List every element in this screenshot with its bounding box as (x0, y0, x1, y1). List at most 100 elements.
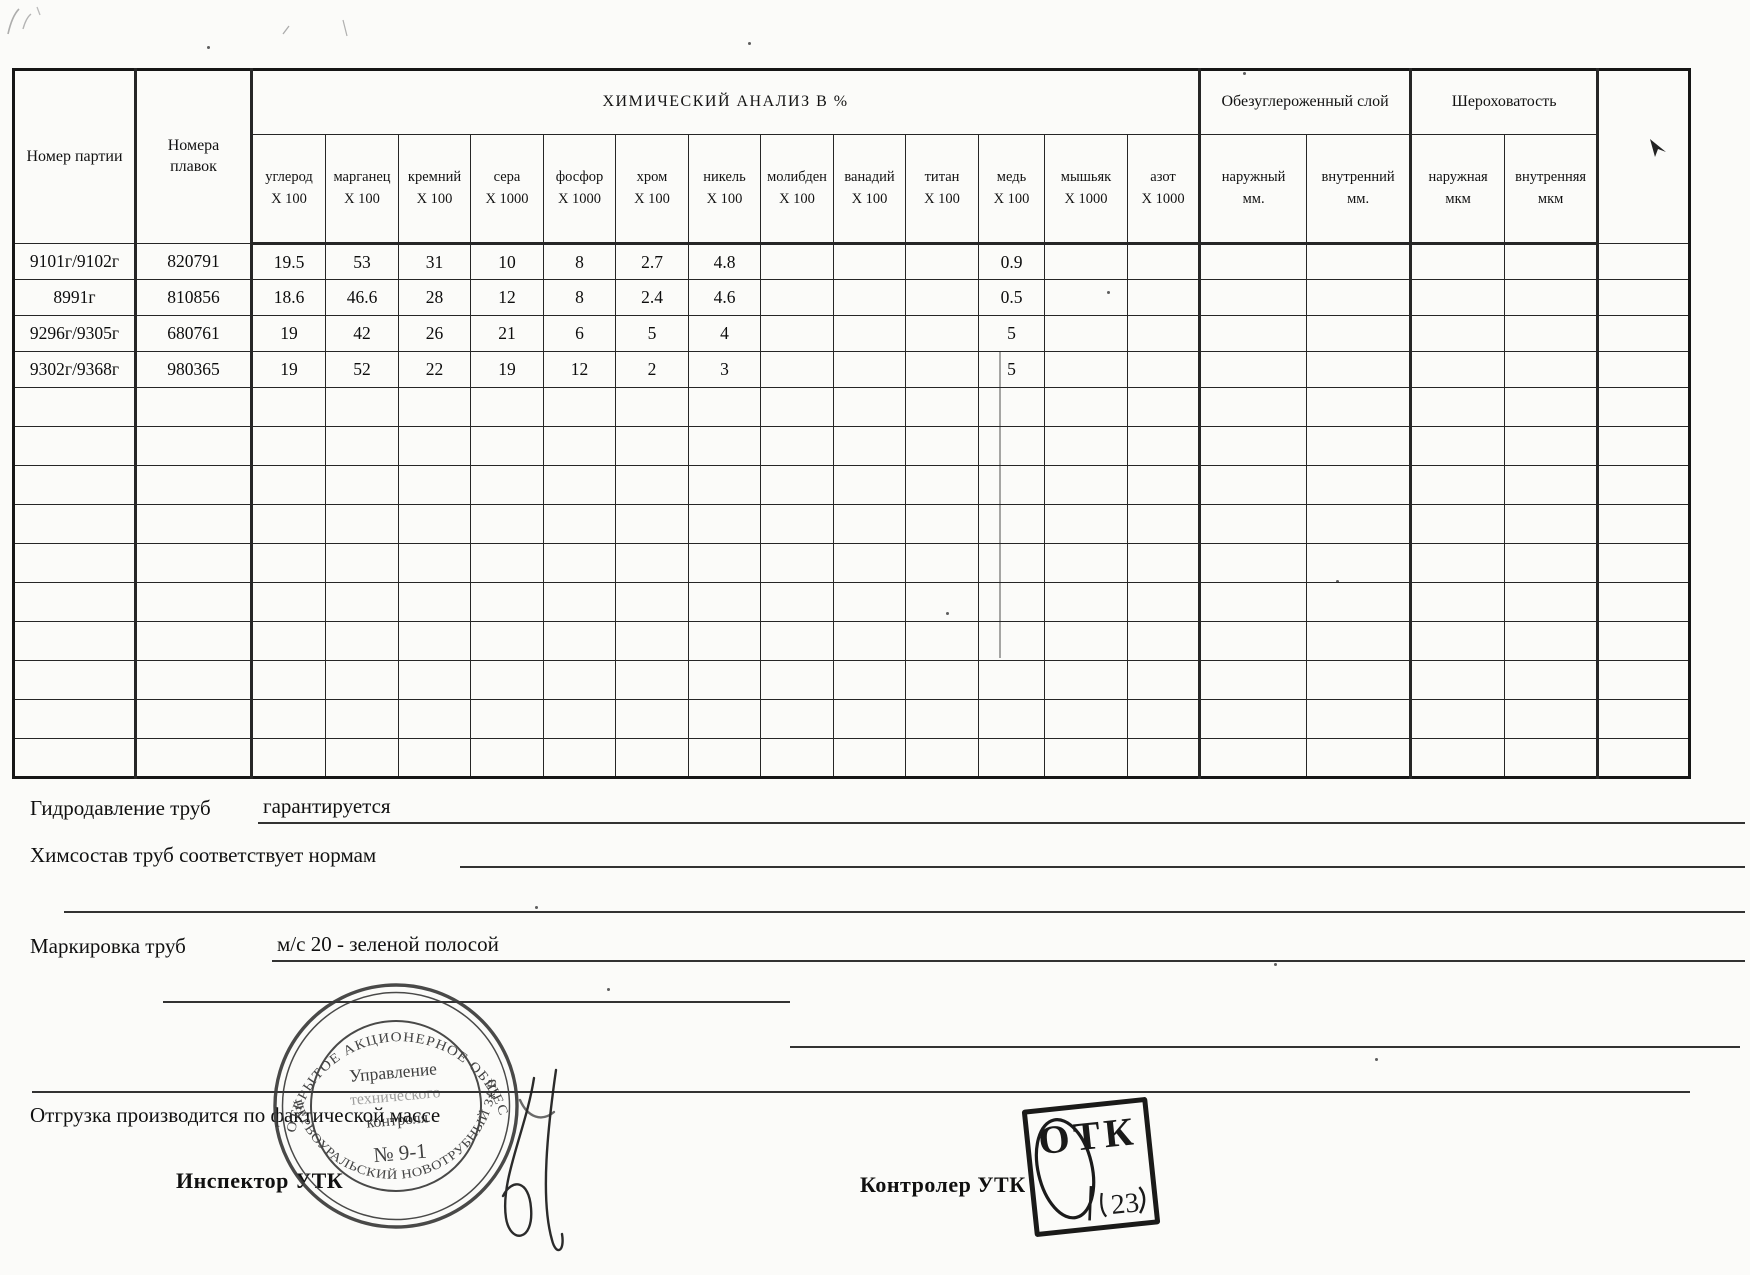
cell-value (760, 582, 834, 622)
cell-value (325, 699, 399, 739)
cell-value: 26 (398, 315, 471, 352)
cell-trailing-empty (1596, 243, 1691, 280)
cell-value (1044, 504, 1128, 544)
cell-value (833, 243, 906, 280)
cell-value (760, 543, 834, 583)
rule-line (32, 1091, 1690, 1093)
cell-value (1044, 660, 1128, 700)
cell-value (470, 426, 544, 466)
cell-value: 4 (688, 315, 761, 352)
cell-value (905, 582, 979, 622)
cell-value (978, 660, 1045, 700)
cell-batch (13, 426, 136, 466)
cell-heat: 980365 (134, 351, 252, 388)
signature (501, 1068, 564, 1252)
cell-value (398, 738, 471, 778)
cell-value (1504, 699, 1599, 739)
cell-value (905, 387, 979, 427)
cell-value (1409, 543, 1506, 583)
column-header-кремний: кремний X 100 (398, 134, 471, 245)
cell-value (398, 426, 471, 466)
cell-value (615, 699, 689, 739)
table-wrap: Номер партии Номера плавок ХИМИЧЕСКИЙ АНАЛ… (12, 68, 1692, 779)
cell-value: 8 (543, 279, 616, 316)
rule-line (258, 822, 1745, 824)
cell-value (325, 582, 399, 622)
cell-batch (13, 465, 136, 505)
cell-trailing-empty (1596, 660, 1691, 700)
cell-value (1126, 738, 1201, 778)
cell-value (833, 279, 906, 316)
cell-heat: 810856 (134, 279, 252, 316)
cell-value: 18.6 (250, 279, 326, 316)
cell-value (325, 660, 399, 700)
cell-value (1126, 465, 1201, 505)
cell-value (1504, 582, 1599, 622)
cell-value: 28 (398, 279, 471, 316)
cell-value (833, 426, 906, 466)
cell-value (398, 543, 471, 583)
cell-value (905, 315, 979, 352)
rule-line (272, 960, 1745, 962)
cell-value (1126, 582, 1201, 622)
cell-batch (13, 660, 136, 700)
cell-value (1504, 543, 1599, 583)
cell-batch: 9296г/9305г (13, 315, 136, 352)
cell-value (543, 387, 616, 427)
hydro-value: гарантируется (263, 794, 391, 818)
cell-value (325, 543, 399, 583)
cell-value (615, 387, 689, 427)
cell-value (1044, 243, 1128, 280)
cell-value (1504, 243, 1599, 280)
cell-value (1198, 315, 1308, 352)
cell-value (250, 582, 326, 622)
cell-value (760, 465, 834, 505)
cell-trailing-empty (1596, 387, 1691, 427)
cell-value (978, 465, 1045, 505)
marking-label: Маркировка труб (30, 934, 186, 958)
stamp-line4: № 9-1 (373, 1139, 428, 1168)
cell-value (470, 387, 544, 427)
column-header-азот: азот X 1000 (1126, 134, 1201, 245)
cell-value: 5 (978, 315, 1045, 352)
cell-value (760, 243, 834, 280)
cell-value (398, 621, 471, 661)
cell-value (398, 699, 471, 739)
header-roughness: Шероховатость (1409, 69, 1599, 135)
column-header-молибден: молибден X 100 (760, 134, 834, 245)
cell-batch (13, 699, 136, 739)
cell-batch: 9302г/9368г (13, 351, 136, 388)
cell-value (760, 387, 834, 427)
cell-value (1409, 660, 1506, 700)
table-row-empty (13, 465, 1691, 505)
cell-batch (13, 621, 136, 661)
cell-value (1044, 699, 1128, 739)
cell-value (833, 315, 906, 352)
cell-value (1044, 738, 1128, 778)
cell-value (470, 582, 544, 622)
cell-heat (134, 465, 252, 505)
cell-value: 0.9 (978, 243, 1045, 280)
cell-value (978, 621, 1045, 661)
cell-value (833, 699, 906, 739)
cell-value (1504, 738, 1599, 778)
cell-value (833, 351, 906, 388)
column-header-внутренний: внутренний мм. (1306, 134, 1412, 245)
cell-value (250, 426, 326, 466)
cell-value (833, 582, 906, 622)
cell-value (250, 621, 326, 661)
table-row-empty (13, 426, 1691, 466)
cell-value (760, 351, 834, 388)
cell-heat (134, 387, 252, 427)
header-chemical-analysis: ХИМИЧЕСКИЙ АНАЛИЗ В % (250, 69, 1201, 135)
cell-value: 2.4 (615, 279, 689, 316)
cell-value (760, 660, 834, 700)
cell-value (688, 582, 761, 622)
cell-value (905, 351, 979, 388)
cell-value (905, 621, 979, 661)
cell-value (470, 504, 544, 544)
column-header-внутренняя: внутренняя мкм (1504, 134, 1599, 245)
cell-value (1126, 504, 1201, 544)
cell-value (470, 660, 544, 700)
shipping-label: Отгрузка производится по фактической мас… (30, 1103, 441, 1127)
